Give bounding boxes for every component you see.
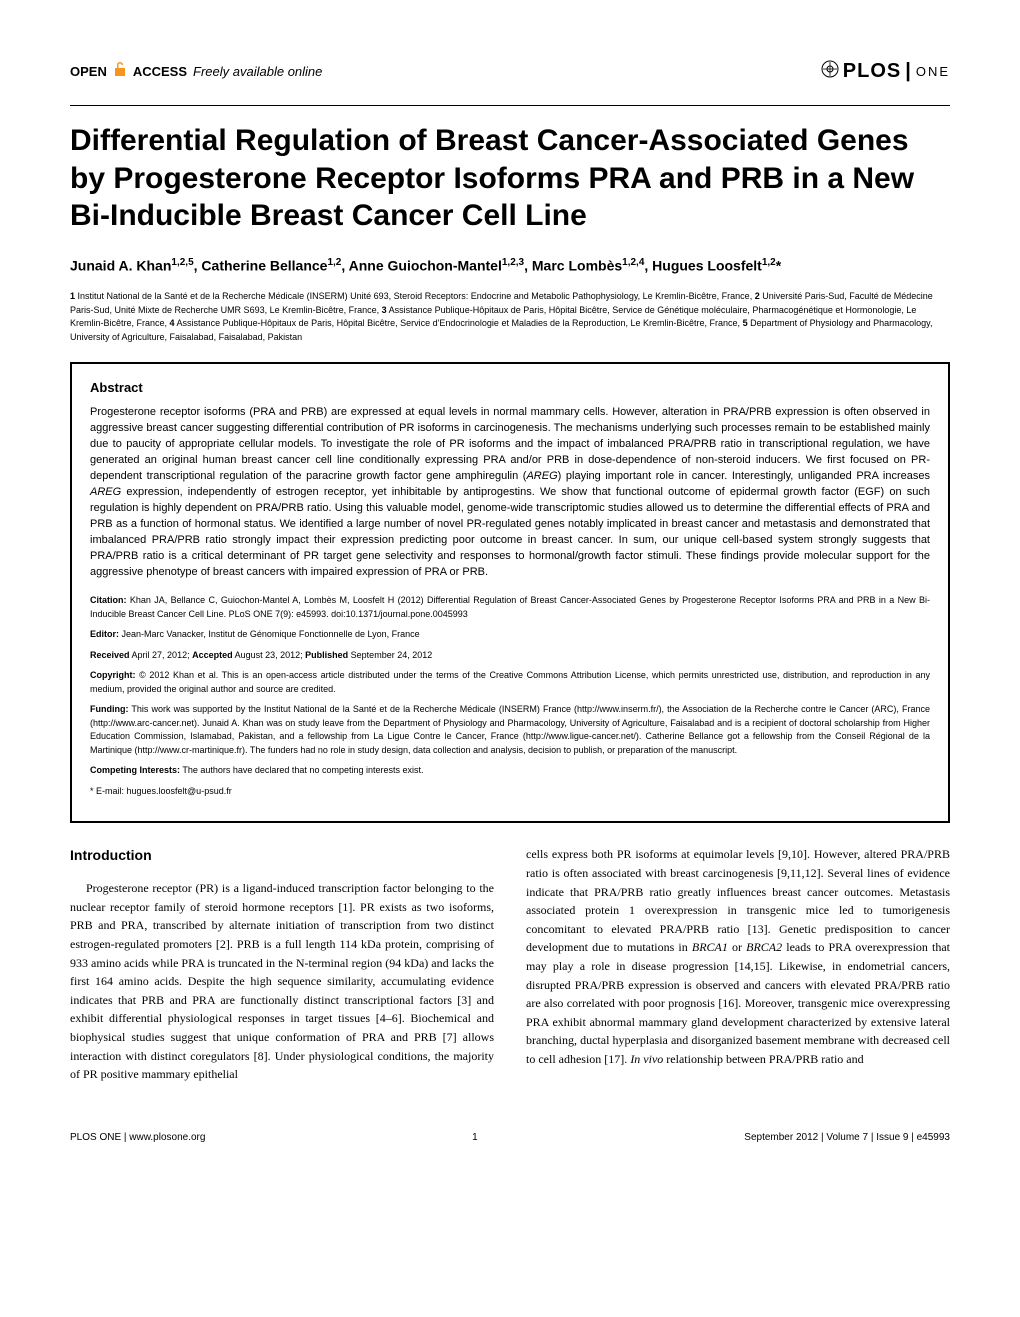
plos-circle-icon xyxy=(821,60,839,83)
introduction-heading: Introduction xyxy=(70,845,494,867)
citation-line: Citation: Khan JA, Bellance C, Guiochon-… xyxy=(90,594,930,621)
open-text: OPEN xyxy=(70,64,107,79)
affiliations: 1 Institut National de la Santé et de la… xyxy=(70,290,950,344)
copyright-line: Copyright: © 2012 Khan et al. This is an… xyxy=(90,669,930,696)
authors-list: Junaid A. Khan1,2,5, Catherine Bellance1… xyxy=(70,255,950,277)
column-right: cells express both PR isoforms at equimo… xyxy=(526,845,950,1083)
freely-text: Freely available online xyxy=(193,64,322,79)
article-title: Differential Regulation of Breast Cancer… xyxy=(70,122,950,235)
email-line: * E-mail: hugues.loosfelt@u-psud.fr xyxy=(90,785,930,799)
journal-name: PLOS xyxy=(843,60,901,83)
journal-divider: | xyxy=(905,60,912,83)
footer-left: PLOS ONE | www.plosone.org xyxy=(70,1132,205,1143)
journal-one: ONE xyxy=(916,64,950,79)
journal-logo: PLOS | ONE xyxy=(821,60,950,83)
top-bar: OPEN ACCESS Freely available online PLOS… xyxy=(70,60,950,87)
abstract-heading: Abstract xyxy=(90,380,930,395)
column-left: Introduction Progesterone receptor (PR) … xyxy=(70,845,494,1083)
access-text: ACCESS xyxy=(133,64,187,79)
editor-line: Editor: Jean-Marc Vanacker, Institut de … xyxy=(90,628,930,642)
open-access-badge: OPEN ACCESS Freely available online xyxy=(70,61,322,82)
header-divider xyxy=(70,105,950,106)
page-footer: PLOS ONE | www.plosone.org 1 September 2… xyxy=(70,1124,950,1143)
competing-line: Competing Interests: The authors have de… xyxy=(90,764,930,778)
intro-paragraph-left: Progesterone receptor (PR) is a ligand-i… xyxy=(70,879,494,1084)
intro-paragraph-right: cells express both PR isoforms at equimo… xyxy=(526,845,950,1068)
received-line: Received April 27, 2012; Accepted August… xyxy=(90,649,930,663)
footer-page-number: 1 xyxy=(472,1132,478,1143)
funding-line: Funding: This work was supported by the … xyxy=(90,703,930,757)
open-lock-icon xyxy=(113,61,127,82)
footer-right: September 2012 | Volume 7 | Issue 9 | e4… xyxy=(744,1132,950,1143)
abstract-text: Progesterone receptor isoforms (PRA and … xyxy=(90,405,930,580)
abstract-box: Abstract Progesterone receptor isoforms … xyxy=(70,362,950,823)
body-columns: Introduction Progesterone receptor (PR) … xyxy=(70,845,950,1083)
